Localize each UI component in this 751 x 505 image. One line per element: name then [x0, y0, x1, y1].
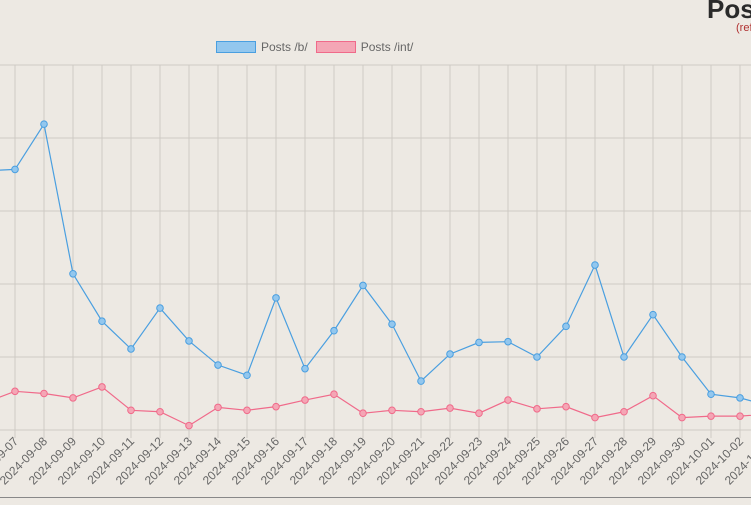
data-point-1[interactable] — [475, 409, 483, 418]
chart-bottom-border — [0, 497, 751, 498]
data-point-1[interactable] — [417, 407, 425, 416]
data-point-1[interactable] — [156, 407, 164, 416]
data-point-0[interactable] — [736, 394, 744, 402]
data-point-0[interactable] — [243, 371, 251, 380]
data-point-0[interactable] — [11, 165, 19, 174]
data-point-0[interactable] — [591, 261, 599, 269]
data-point-0[interactable] — [127, 345, 135, 353]
data-point-0[interactable] — [562, 322, 570, 331]
data-point-0[interactable] — [417, 377, 425, 385]
data-point-0[interactable] — [504, 337, 512, 346]
data-point-1[interactable] — [127, 406, 135, 415]
data-point-0[interactable] — [446, 350, 454, 358]
data-point-0[interactable] — [185, 337, 193, 345]
series-line-0 — [0, 122, 751, 402]
data-point-0[interactable] — [214, 361, 222, 369]
data-point-1[interactable] — [620, 407, 628, 416]
data-point-1[interactable] — [707, 412, 715, 420]
data-point-1[interactable] — [272, 402, 280, 411]
data-point-1[interactable] — [185, 421, 193, 430]
data-point-1[interactable] — [591, 413, 599, 422]
data-point-1[interactable] — [40, 389, 48, 398]
data-point-1[interactable] — [69, 394, 77, 402]
data-point-0[interactable] — [678, 353, 686, 361]
data-point-1[interactable] — [301, 396, 309, 404]
data-point-0[interactable] — [388, 320, 396, 328]
legend-label-int: Posts /int/ — [360, 40, 414, 54]
data-point-0[interactable] — [707, 390, 715, 399]
data-point-0[interactable] — [359, 281, 367, 290]
data-point-1[interactable] — [736, 412, 744, 420]
data-point-0[interactable] — [69, 269, 77, 278]
data-point-0[interactable] — [475, 338, 483, 347]
data-point-1[interactable] — [98, 383, 106, 391]
legend-swatch-int — [315, 41, 356, 53]
page-subtitle: (ref — [736, 22, 751, 34]
data-point-1[interactable] — [359, 409, 367, 418]
data-point-0[interactable] — [330, 326, 338, 335]
data-point-0[interactable] — [156, 304, 164, 312]
legend-item-int[interactable]: Posts /int/ — [315, 40, 414, 54]
data-point-1[interactable] — [243, 406, 251, 415]
data-point-0[interactable] — [98, 317, 106, 326]
data-point-0[interactable] — [272, 294, 280, 302]
data-point-1[interactable] — [11, 387, 19, 396]
data-point-1[interactable] — [388, 406, 396, 415]
data-point-1[interactable] — [214, 403, 222, 412]
data-point-1[interactable] — [678, 413, 686, 422]
data-point-1[interactable] — [562, 402, 570, 411]
data-point-0[interactable] — [533, 353, 541, 361]
legend-item-b[interactable]: Posts /b/ — [216, 40, 308, 54]
data-point-0[interactable] — [649, 310, 657, 319]
data-point-0[interactable] — [620, 353, 628, 361]
data-point-1[interactable] — [446, 404, 454, 412]
chart-legend: Posts /b/ Posts /int/ — [216, 40, 413, 54]
data-point-1[interactable] — [649, 391, 657, 400]
data-point-0[interactable] — [301, 364, 309, 373]
legend-swatch-b — [216, 41, 256, 53]
data-point-0[interactable] — [40, 120, 48, 128]
data-point-1[interactable] — [504, 396, 512, 404]
data-point-1[interactable] — [533, 405, 541, 413]
series-line-1 — [0, 386, 751, 427]
legend-label-b: Posts /b/ — [261, 40, 308, 54]
page-title: Pos — [707, 0, 751, 24]
data-point-1[interactable] — [330, 390, 338, 399]
